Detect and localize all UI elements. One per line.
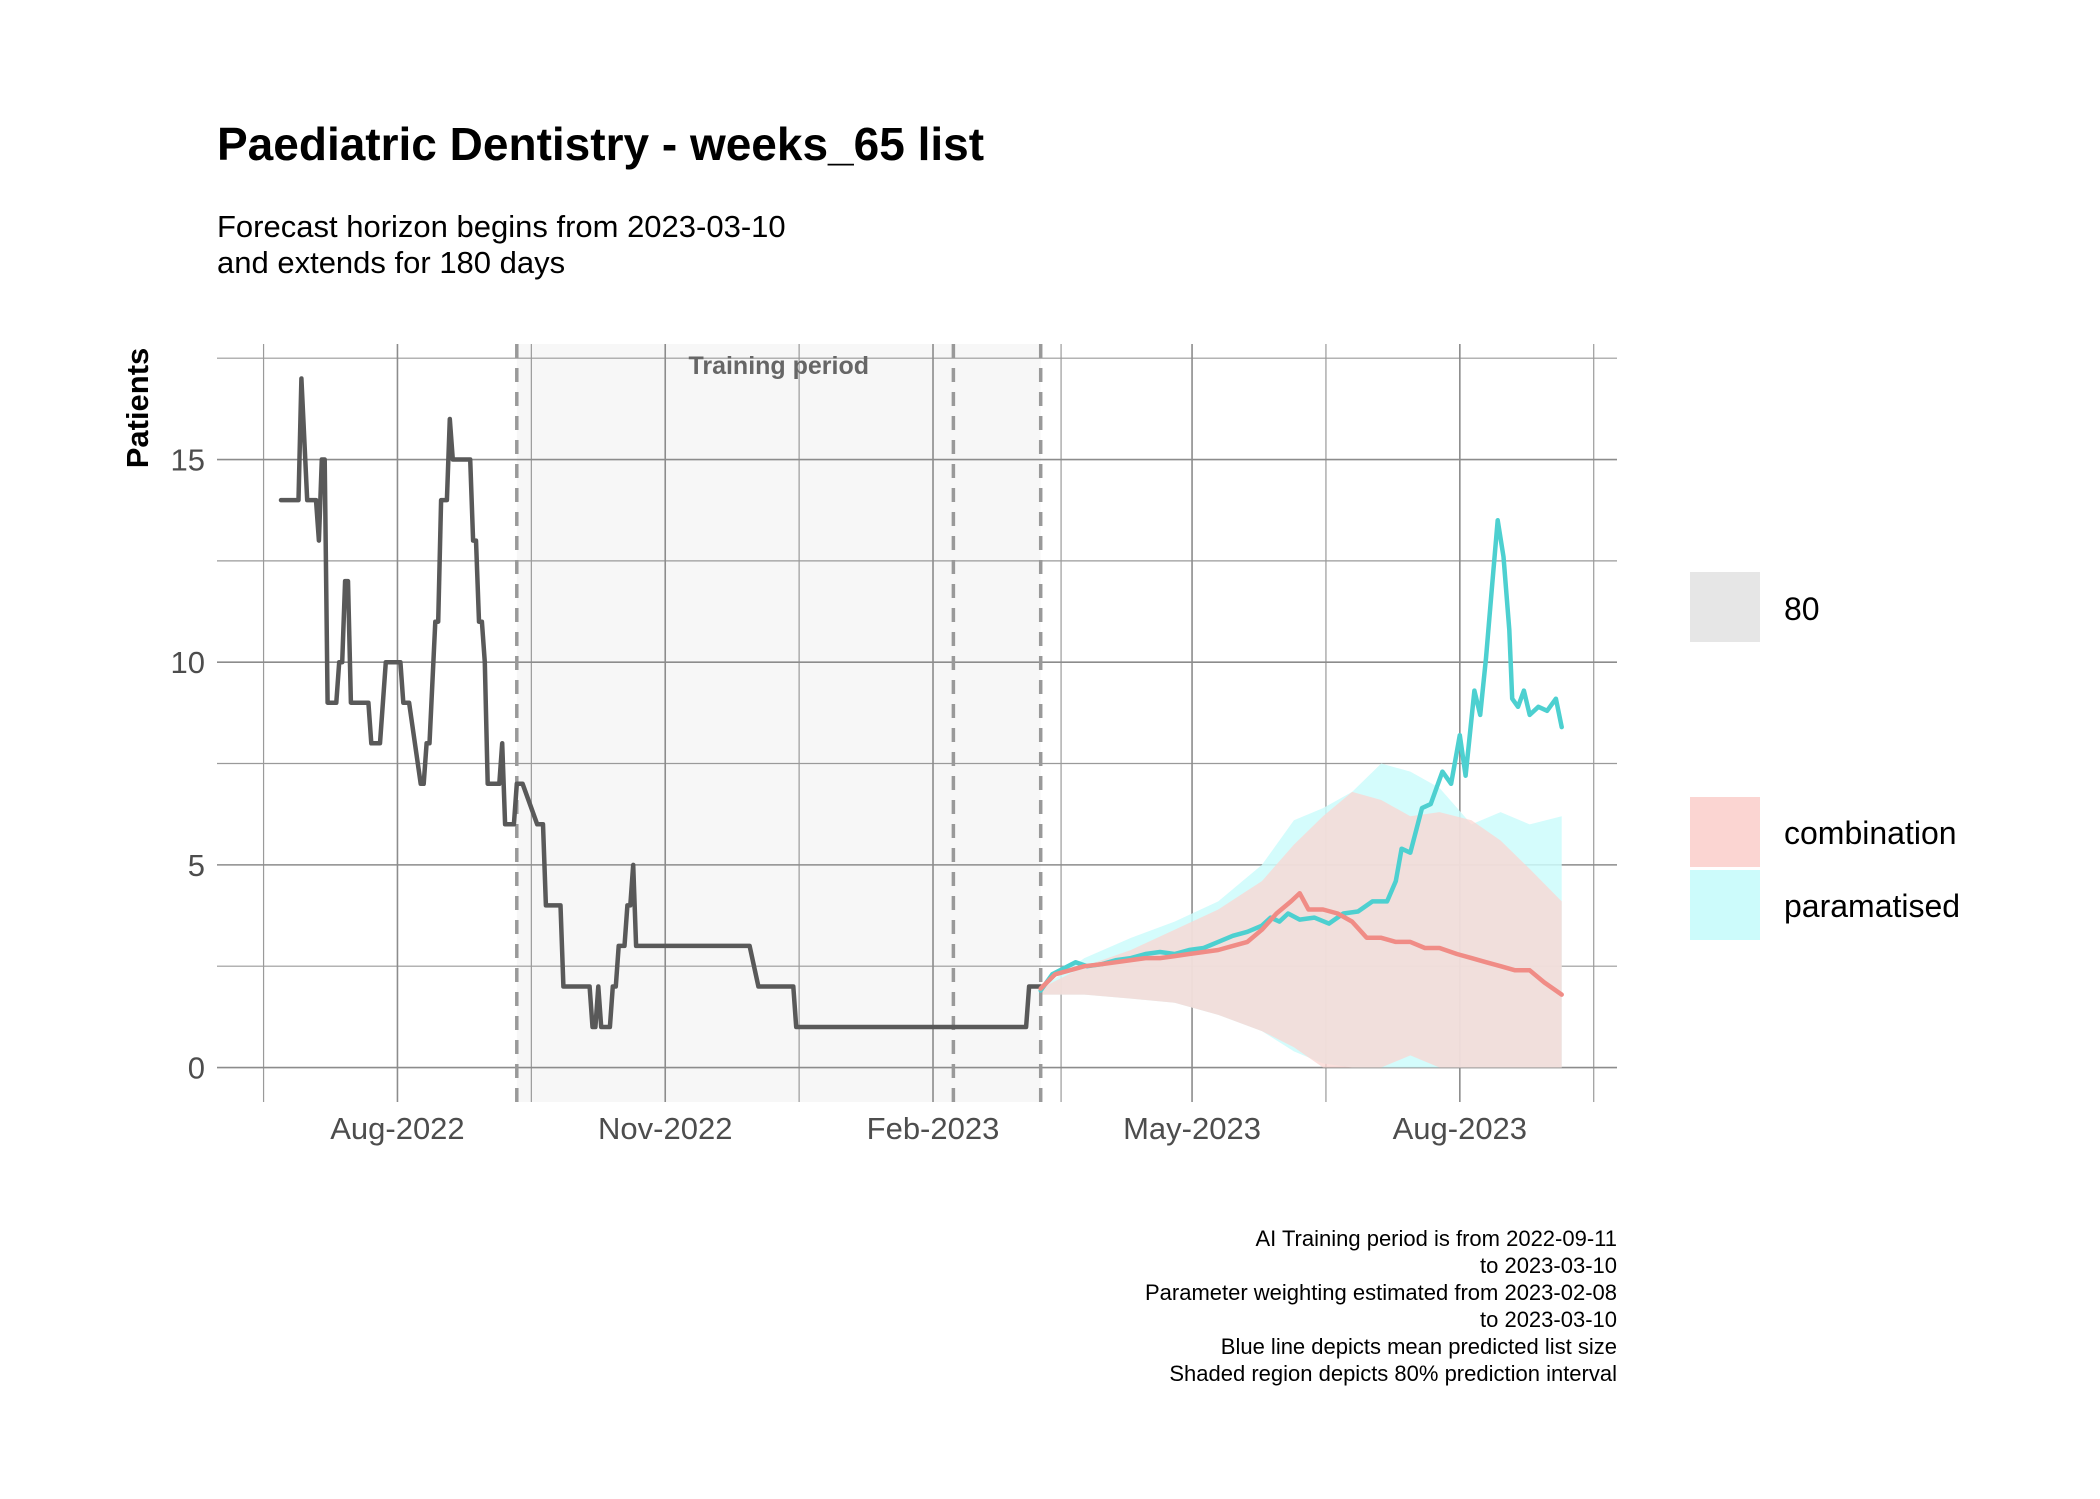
training-period-label: Training period bbox=[688, 352, 869, 380]
chart-subtitle-line-2: and extends for 180 days bbox=[217, 245, 565, 280]
legend-label-combination: combination bbox=[1784, 815, 1957, 851]
series-line-paramatised bbox=[1038, 518, 1564, 993]
legend-label-interval: 80 bbox=[1784, 591, 1820, 627]
legend-key-interval bbox=[1690, 572, 1760, 642]
x-tick-label: Aug-2022 bbox=[330, 1111, 464, 1146]
legend-label-paramatised: paramatised bbox=[1784, 888, 1960, 924]
legend: 80 combination paramatised bbox=[1690, 572, 1960, 940]
prediction-interval-combination bbox=[1040, 791, 1562, 1068]
series-line-combination bbox=[1038, 890, 1564, 997]
x-tick-label: Aug-2023 bbox=[1393, 1111, 1527, 1146]
y-tick-label: 10 bbox=[171, 645, 205, 680]
legend-key-paramatised bbox=[1690, 870, 1760, 940]
y-tick-label: 5 bbox=[188, 848, 205, 883]
y-tick-label: 0 bbox=[188, 1051, 205, 1086]
x-tick-label: Feb-2023 bbox=[867, 1111, 1000, 1146]
series-line-actual bbox=[278, 376, 1043, 1030]
chart-title: Paediatric Dentistry - weeks_65 list bbox=[217, 118, 984, 170]
caption-line-4: to 2023-03-10 bbox=[1480, 1307, 1617, 1332]
caption-line-6: Shaded region depicts 80% prediction int… bbox=[1169, 1361, 1617, 1386]
x-tick-label: May-2023 bbox=[1123, 1111, 1261, 1146]
plot-area: 0 5 10 15 Aug-2022 Nov-2022 Feb-2023 May-2023 Au… bbox=[171, 344, 1617, 1146]
caption-line-5: Blue line depicts mean predicted list si… bbox=[1221, 1334, 1617, 1359]
x-tick-label: Nov-2022 bbox=[598, 1111, 732, 1146]
legend-key-combination bbox=[1690, 797, 1760, 867]
caption-line-2: to 2023-03-10 bbox=[1480, 1253, 1617, 1278]
caption-line-3: Parameter weighting estimated from 2023-… bbox=[1145, 1280, 1617, 1305]
y-tick-label: 15 bbox=[171, 443, 205, 478]
caption-line-1: AI Training period is from 2022-09-11 bbox=[1255, 1226, 1617, 1251]
y-axis-label: Patients bbox=[120, 348, 155, 469]
caption: AI Training period is from 2022-09-11 to… bbox=[1145, 1226, 1617, 1386]
chart-subtitle-line-1: Forecast horizon begins from 2023-03-10 bbox=[217, 209, 786, 244]
